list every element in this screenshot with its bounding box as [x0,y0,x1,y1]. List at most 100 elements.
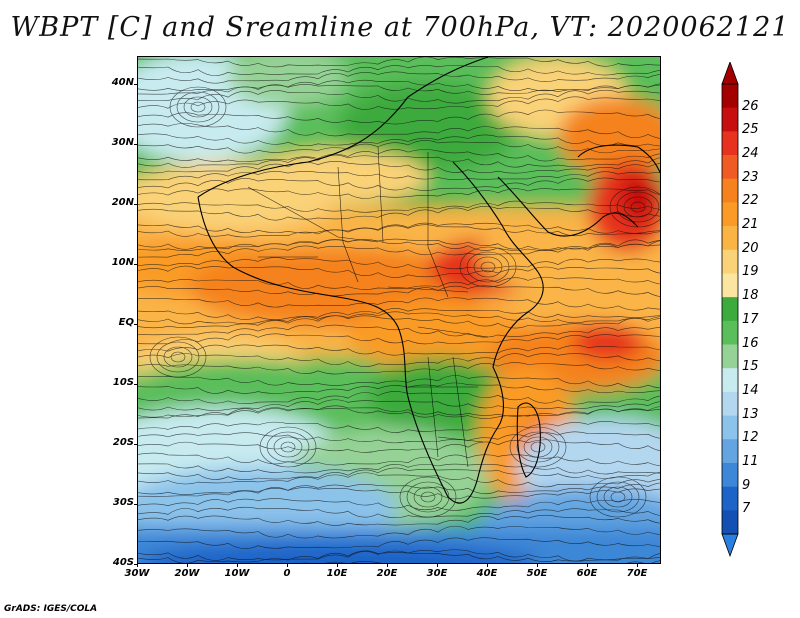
lon-label: 40E [476,568,498,579]
colorbar-label: 13 [742,406,759,422]
streamline [138,482,660,495]
colorbar-label: 19 [742,264,759,280]
colorbar-swatch [722,273,738,298]
streamline [138,463,660,475]
streamline-vortex [149,336,207,378]
colorbar-label: 23 [742,169,759,185]
streamline [138,222,660,234]
colorbar-label: 20 [742,240,759,256]
colorbar [721,62,739,558]
grads-credit: GrADS: IGES/COLA [4,604,98,614]
lon-tick [387,563,388,567]
lat-tick [134,504,138,505]
colorbar-swatch [722,131,738,156]
streamline [138,285,660,297]
streamline-vortex [630,201,646,213]
streamline-vortex [616,191,660,223]
streamline [138,344,660,356]
streamline-vortex [466,251,510,283]
streamline [138,239,660,251]
lon-label: 70E [626,568,648,579]
streamline [138,149,660,162]
streamline [138,96,660,110]
streamline-vortex [589,476,647,518]
streamline-vortex [266,431,310,463]
streamline [138,399,660,411]
colorbar-swatch [722,391,738,416]
streamline-vortex [399,476,457,518]
streamline-vortex [280,441,296,453]
streamline-vortex [413,486,443,508]
streamline-vortex [623,196,653,218]
streamline [138,206,660,221]
colorbar-swatch [722,155,738,180]
streamline [138,452,660,467]
streamline-vortex [259,426,317,468]
streamline-vortex [473,256,503,278]
streamline-vortex [169,86,227,128]
colorbar-label: 14 [742,382,759,398]
colorbar-bottom-arrow [721,533,739,558]
colorbar-swatch [722,486,738,511]
lon-label: 50E [526,568,548,579]
streamline-vortex [176,91,220,123]
streamline [138,487,660,500]
streamline [138,243,660,258]
lon-label: 20E [376,568,398,579]
lon-tick [237,563,238,567]
lon-tick [137,563,138,567]
streamline [138,200,660,213]
colorbar-top-arrow [721,62,739,85]
map-plot-area [137,56,661,564]
lon-label: 30E [426,568,448,579]
lat-label: 30S [112,497,134,508]
lat-tick [134,324,138,325]
lon-label: 60E [576,568,598,579]
streamline [138,439,660,453]
lon-label: 10E [326,568,348,579]
colorbar-swatch [722,510,738,535]
streamline [138,514,660,526]
streamline [138,324,660,338]
colorbar-label: 18 [742,288,759,304]
lon-tick [337,563,338,567]
streamline [138,109,660,125]
lon-tick [537,563,538,567]
colorbar-label: 11 [742,453,759,469]
streamline-vortex [163,346,193,368]
lon-tick [187,563,188,567]
streamline [138,391,660,405]
streamline [138,333,660,345]
colorbar-swatch [722,368,738,393]
chart-title: WBPT [C] and Sreamline at 700hPa, VT: 20… [10,12,790,43]
streamline-vortex [530,441,546,453]
streamline [138,140,660,154]
streamline [138,57,660,68]
streamline [138,84,660,95]
colorbar-label: 24 [742,146,759,162]
streamline-vortex [610,491,626,503]
streamline [138,89,660,104]
lat-label: 10S [112,377,134,388]
streamline-vortex [420,491,436,503]
streamline [138,170,660,181]
streamline [138,297,660,311]
streamline [138,498,660,511]
colorbar-label: 15 [742,359,759,375]
lat-tick [134,384,138,385]
lat-label: EQ [118,317,134,328]
lon-tick [287,563,288,567]
streamline [138,265,660,278]
colorbar-swatch [722,320,738,345]
colorbar-swatch [722,178,738,203]
lat-label: 40N [111,77,134,88]
streamline [138,472,660,488]
wbpt-streamline-map [138,57,660,563]
colorbar-label: 16 [742,335,759,351]
colorbar-swatch [722,462,738,487]
streamline [138,315,660,329]
streamline-layer [138,57,660,563]
streamline [138,224,660,238]
colorbar-swatch [722,202,738,227]
colorbar-swatch [722,249,738,274]
